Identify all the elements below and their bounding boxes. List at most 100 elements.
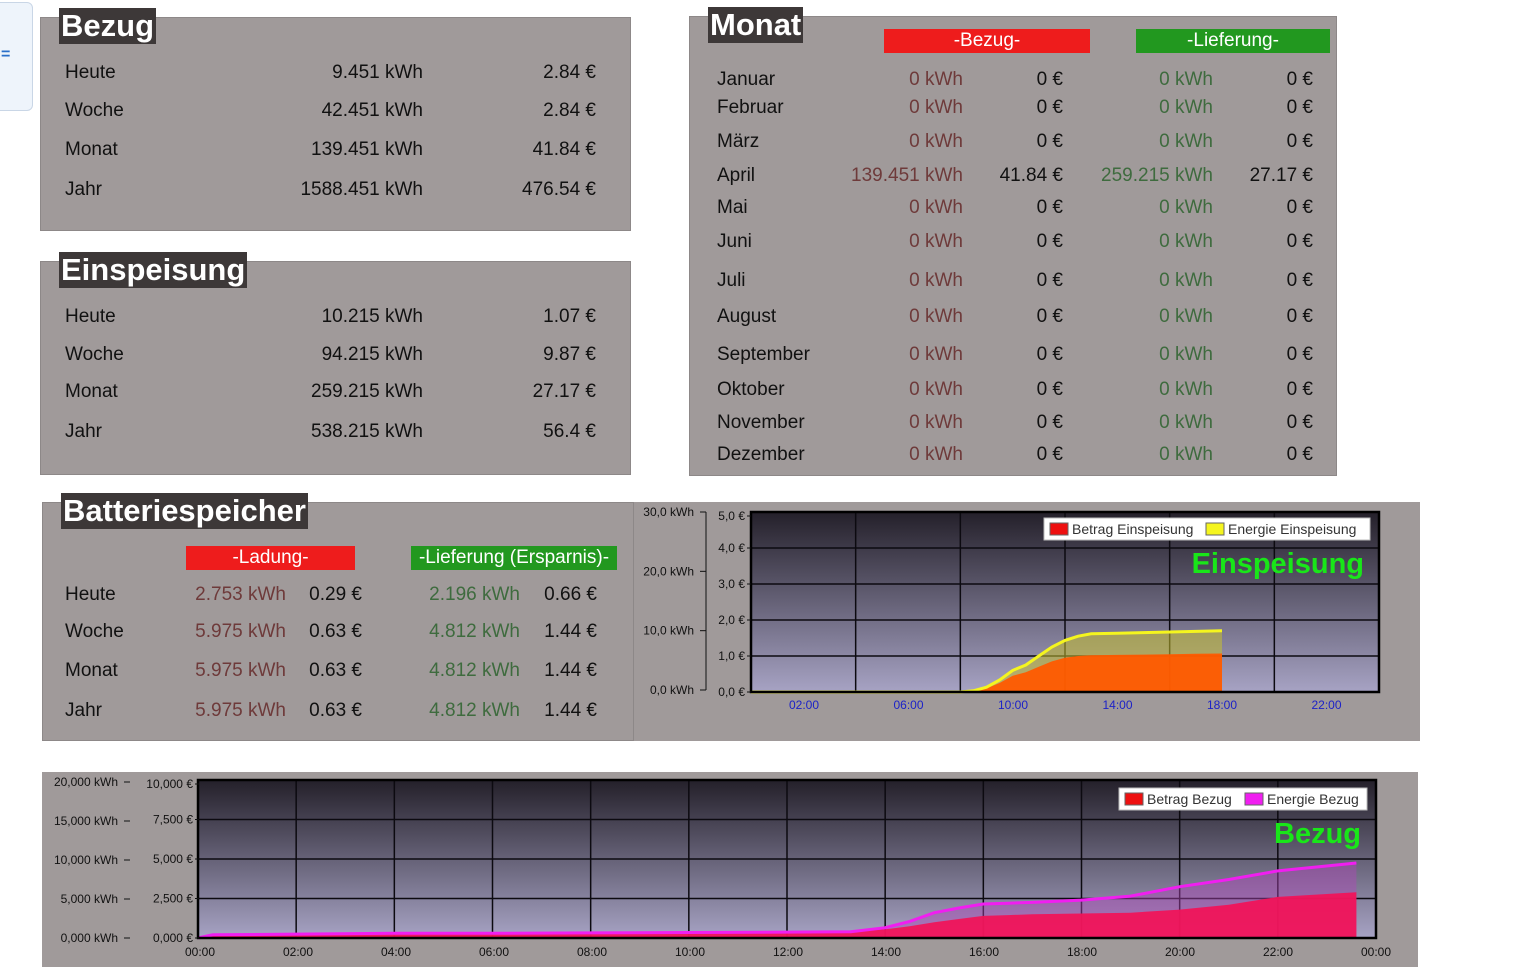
monat-row-bezug-cost: 0 € bbox=[1036, 270, 1063, 291]
monat-row-bezug-cost: 0 € bbox=[1036, 379, 1063, 400]
monat-row-bezug-energy: 0 kWh bbox=[909, 412, 963, 433]
legend-swatch-energie-einspeisung bbox=[1205, 522, 1225, 536]
monat-row-lieferung-energy: 0 kWh bbox=[1159, 344, 1213, 365]
monat-row-bezug-energy: 0 kWh bbox=[909, 270, 963, 291]
einspeisung-row-cost: 27.17 € bbox=[532, 381, 596, 402]
x-axis-tick: 02:00 bbox=[789, 698, 819, 712]
einspeisung-chart: 5,0 € 4,0 € 3,0 € 2,0 € 1,0 € 0,0 € 30,0 kWh 20… bbox=[643, 505, 1381, 712]
batterie-row-lieferung-energy: 4.812 kWh bbox=[429, 700, 520, 721]
y-axis-energy-tick: 0,0 kWh bbox=[650, 683, 694, 697]
chart-title: Einspeisung bbox=[1192, 548, 1364, 580]
monat-row-bezug-energy: 0 kWh bbox=[909, 131, 963, 152]
bezug-row-cost: 41.84 € bbox=[532, 139, 596, 160]
monat-row-lieferung-cost: 0 € bbox=[1286, 379, 1313, 400]
monat-row-bezug-energy: 0 kWh bbox=[909, 231, 963, 252]
monat-row-lieferung-cost: 0 € bbox=[1286, 412, 1313, 433]
einspeisung-row-cost: 1.07 € bbox=[543, 306, 596, 327]
monat-row-bezug-energy: 0 kWh bbox=[909, 197, 963, 218]
monat-row-label: August bbox=[717, 306, 777, 327]
monat-row-lieferung-cost: 0 € bbox=[1286, 306, 1313, 327]
einspeisung-chart-panel: 5,0 € 4,0 € 3,0 € 2,0 € 1,0 € 0,0 € 30,0 kWh 20… bbox=[634, 502, 1420, 741]
monat-row-lieferung-energy: 0 kWh bbox=[1159, 270, 1213, 291]
bezug-panel bbox=[40, 17, 631, 231]
batterie-row-label: Heute bbox=[65, 584, 116, 605]
monat-row-label: Dezember bbox=[717, 444, 805, 465]
monat-title: Monat bbox=[708, 7, 804, 43]
monat-row-lieferung-cost: 27.17 € bbox=[1249, 165, 1313, 186]
series-area-betrag-einspeisung bbox=[751, 653, 1222, 692]
monat-row-lieferung-energy: 259.215 kWh bbox=[1101, 165, 1213, 186]
x-axis-tick: 14:00 bbox=[871, 945, 901, 959]
y-axis-energy-tick: 10,0 kWh bbox=[643, 624, 694, 638]
x-axis-tick: 14:00 bbox=[1102, 698, 1132, 712]
monat-row-bezug-energy: 0 kWh bbox=[909, 379, 963, 400]
y-axis-energy-tick: 5,000 kWh bbox=[61, 892, 118, 906]
monat-row-bezug-cost: 0 € bbox=[1036, 231, 1063, 252]
monat-row-bezug-cost: 0 € bbox=[1036, 69, 1063, 90]
monat-row-lieferung-cost: 0 € bbox=[1286, 69, 1313, 90]
x-axis-tick: 12:00 bbox=[773, 945, 803, 959]
monat-row-bezug-energy: 0 kWh bbox=[909, 306, 963, 327]
y-axis-energy-tick: 20,000 kWh bbox=[54, 775, 118, 789]
bezug-row-energy: 42.451 kWh bbox=[321, 100, 423, 121]
x-axis-tick: 10:00 bbox=[675, 945, 705, 959]
y-axis-cost-tick: 0,000 € bbox=[153, 931, 193, 945]
bezug-row-label: Monat bbox=[65, 139, 118, 160]
monat-row-bezug-cost: 0 € bbox=[1036, 197, 1063, 218]
y-axis-cost-tick: 5,0 € bbox=[718, 509, 745, 523]
bezug-row-energy: 139.451 kWh bbox=[311, 139, 423, 160]
monat-row-bezug-cost: 41.84 € bbox=[999, 165, 1063, 186]
monat-panel bbox=[689, 16, 1337, 476]
monat-bezug-header: -Bezug- bbox=[884, 29, 1090, 53]
legend-swatch-betrag-bezug bbox=[1124, 792, 1144, 806]
x-axis-tick: 02:00 bbox=[283, 945, 313, 959]
einspeisung-panel bbox=[40, 261, 631, 475]
einspeisung-row-label: Monat bbox=[65, 381, 118, 402]
batterie-row-label: Monat bbox=[65, 660, 118, 681]
einspeisung-row-cost: 9.87 € bbox=[543, 344, 596, 365]
monat-row-label: September bbox=[717, 344, 810, 365]
batterie-row-label: Jahr bbox=[65, 700, 102, 721]
y-axis-energy-tick: 0,000 kWh bbox=[61, 931, 118, 945]
x-axis-tick: 00:00 bbox=[1361, 945, 1391, 959]
batterie-row-lieferung-energy: 4.812 kWh bbox=[429, 621, 520, 642]
monat-row-lieferung-energy: 0 kWh bbox=[1159, 444, 1213, 465]
y-axis-energy-tick: 10,000 kWh bbox=[54, 853, 118, 867]
monat-row-bezug-cost: 0 € bbox=[1036, 344, 1063, 365]
einspeisung-title: Einspeisung bbox=[59, 252, 248, 288]
monat-row-label: März bbox=[717, 131, 760, 152]
batterie-row-ladung-cost: 0.63 € bbox=[309, 621, 362, 642]
x-axis-tick: 22:00 bbox=[1263, 945, 1293, 959]
monat-row-bezug-energy: 0 kWh bbox=[909, 344, 963, 365]
series-line-energie-bezug bbox=[197, 861, 1357, 940]
monat-row-label: Januar bbox=[717, 69, 776, 90]
monat-row-lieferung-cost: 0 € bbox=[1286, 344, 1313, 365]
monat-row-lieferung-energy: 0 kWh bbox=[1159, 197, 1213, 218]
batterie-row-lieferung-energy: 4.812 kWh bbox=[429, 660, 520, 681]
monat-row-lieferung-energy: 0 kWh bbox=[1159, 379, 1213, 400]
batterie-ladung-header: -Ladung- bbox=[186, 546, 355, 570]
x-axis-tick: 06:00 bbox=[893, 698, 923, 712]
monat-row-bezug-cost: 0 € bbox=[1036, 444, 1063, 465]
legend-label: Betrag Einspeisung bbox=[1072, 521, 1193, 537]
batterie-row-ladung-energy: 5.975 kWh bbox=[195, 660, 286, 681]
monat-row-bezug-energy: 0 kWh bbox=[909, 69, 963, 90]
x-axis-tick: 04:00 bbox=[381, 945, 411, 959]
monat-row-bezug-cost: 0 € bbox=[1036, 131, 1063, 152]
x-axis-tick: 16:00 bbox=[969, 945, 999, 959]
monat-row-lieferung-cost: 0 € bbox=[1286, 231, 1313, 252]
einspeisung-row-energy: 10.215 kWh bbox=[321, 306, 423, 327]
batterie-row-ladung-cost: 0.63 € bbox=[309, 660, 362, 681]
monat-lieferung-header: -Lieferung- bbox=[1136, 29, 1330, 53]
x-axis-tick: 06:00 bbox=[479, 945, 509, 959]
bezug-row-label: Woche bbox=[65, 100, 124, 121]
menu-icon: = bbox=[1, 46, 11, 63]
monat-row-bezug-cost: 0 € bbox=[1036, 306, 1063, 327]
monat-row-bezug-energy: 0 kWh bbox=[909, 97, 963, 118]
monat-row-lieferung-cost: 0 € bbox=[1286, 197, 1313, 218]
y-axis-energy-tick: 30,0 kWh bbox=[643, 505, 694, 519]
monat-row-label: Mai bbox=[717, 197, 748, 218]
sidebar-toggle-button[interactable]: = bbox=[0, 2, 33, 111]
monat-row-lieferung-energy: 0 kWh bbox=[1159, 231, 1213, 252]
x-axis-tick: 08:00 bbox=[577, 945, 607, 959]
